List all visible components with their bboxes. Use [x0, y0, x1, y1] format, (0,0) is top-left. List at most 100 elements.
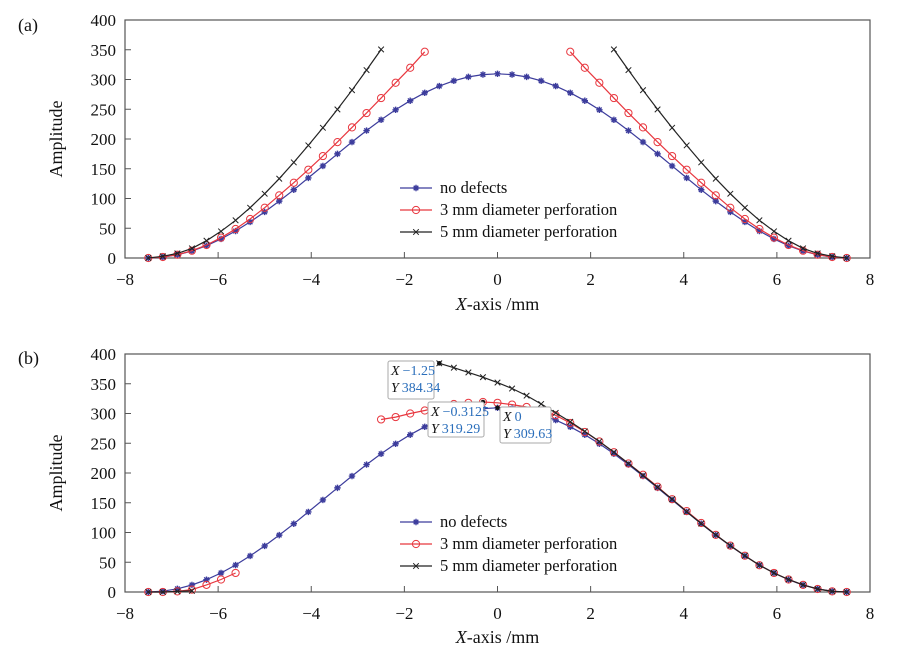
data-point-circle: [726, 541, 735, 550]
data-point-cross: [639, 87, 647, 94]
data-point-asterisk: [276, 531, 283, 539]
data-point-circle: [697, 518, 706, 528]
data-point-cross: [348, 87, 356, 94]
data-point-circle: [411, 205, 421, 215]
data-point-asterisk: [596, 440, 603, 447]
data-point-cross: [668, 124, 676, 131]
y-tick-label: 50: [99, 219, 116, 238]
data-point-cross: [246, 204, 254, 211]
y-tick-label: 350: [91, 41, 117, 60]
x-tick-label: 8: [866, 604, 875, 623]
data-point-cross: [756, 562, 763, 569]
data-point-circle: [411, 539, 421, 549]
series-line: [148, 590, 192, 593]
legend-label: 3 mm diameter perforation: [440, 200, 617, 219]
data-point-asterisk: [785, 242, 792, 249]
data-point-cross: [610, 449, 618, 456]
datatip-y-label: Y: [391, 381, 401, 396]
data-point-asterisk: [625, 127, 632, 134]
data-point-circle: [187, 246, 197, 255]
data-point-asterisk: [188, 581, 196, 589]
datatip-y-label: Y: [431, 422, 441, 437]
datatip-x-value: −1.25: [403, 364, 435, 379]
data-point-cross: [683, 142, 690, 149]
y-tick-label: 400: [91, 11, 117, 30]
data-point-asterisk: [348, 138, 356, 146]
data-point-cross: [188, 587, 196, 594]
data-point-circle: [566, 418, 575, 428]
data-point-cross: [290, 159, 297, 166]
data-point-cross: [261, 190, 268, 197]
panel-label: (b): [18, 348, 39, 369]
data-point-circle: [406, 63, 415, 72]
data-point-circle: [595, 437, 604, 446]
x-tick-label: 8: [866, 270, 875, 289]
y-tick-label: 250: [91, 434, 117, 453]
x-tick-label: 2: [586, 270, 595, 289]
x-axis-label: X-axis /mm: [455, 294, 540, 314]
y-tick-label: 200: [91, 464, 117, 483]
y-tick-label: 100: [91, 524, 117, 543]
data-point-cross: [363, 66, 370, 74]
data-point-asterisk: [319, 162, 327, 170]
data-point-circle: [638, 470, 648, 479]
x-tick-label: −8: [116, 270, 134, 289]
data-point-asterisk: [159, 588, 167, 595]
data-point-cross: [654, 106, 661, 113]
data-point-asterisk: [625, 461, 632, 468]
x-tick-label: 4: [680, 604, 689, 623]
data-point-asterisk: [450, 77, 458, 85]
series-cross: [145, 46, 850, 262]
y-tick-label: 0: [108, 249, 117, 268]
x-tick-label: −6: [209, 270, 227, 289]
data-point-asterisk: [421, 423, 428, 431]
data-point-circle: [711, 191, 720, 200]
data-point-circle: [362, 108, 371, 118]
x-tick-label: −4: [302, 604, 321, 623]
x-tick-label: −2: [395, 604, 413, 623]
data-point-circle: [769, 568, 779, 578]
data-point-asterisk: [334, 150, 341, 158]
y-tick-label: 250: [91, 100, 117, 119]
data-point-cross: [814, 585, 821, 593]
data-point-cross: [537, 400, 545, 408]
data-point-circle: [202, 580, 211, 589]
data-point-asterisk: [610, 450, 618, 458]
y-tick-label: 0: [108, 583, 117, 602]
data-point-cross: [523, 392, 530, 399]
data-point-asterisk: [377, 450, 385, 458]
data-point-circle: [289, 178, 298, 187]
data-point-circle: [376, 93, 386, 103]
data-point-cross: [785, 237, 792, 244]
data-point-asterisk: [276, 197, 283, 205]
y-tick-label: 150: [91, 494, 117, 513]
data-point-circle: [784, 575, 793, 584]
data-point-asterisk: [290, 520, 297, 527]
data-point-asterisk: [537, 77, 545, 85]
data-point-asterisk: [567, 89, 574, 97]
data-point-cross: [727, 542, 734, 549]
data-point-cross: [683, 508, 690, 515]
data-point-asterisk: [348, 472, 356, 480]
data-point-circle: [231, 224, 240, 234]
x-tick-label: 2: [586, 604, 595, 623]
datatip-y-value: 384.34: [402, 381, 441, 396]
data-point-circle: [755, 224, 764, 234]
chart-panel-a: (a) 0 50 100 150 200 250 300 350 400 −8 −6 −4 −2 0 2 4 6 8…: [18, 11, 874, 314]
data-point-cross: [799, 245, 807, 252]
data-point-cross: [668, 496, 676, 503]
data-point-circle: [653, 137, 662, 147]
data-point-cross: [756, 217, 763, 224]
datatip-x-label: X: [502, 410, 512, 425]
data-point-circle: [769, 233, 779, 242]
data-point-circle: [391, 78, 400, 87]
data-point-asterisk: [523, 73, 530, 81]
data-point-asterisk: [246, 218, 254, 226]
x-tick-label: 6: [773, 604, 782, 623]
data-point-asterisk: [406, 431, 414, 438]
y-tick-label: 300: [91, 405, 117, 424]
data-point-asterisk: [261, 542, 268, 550]
data-point-circle: [318, 151, 327, 161]
datatip: X 0Y 309.63: [495, 405, 552, 444]
